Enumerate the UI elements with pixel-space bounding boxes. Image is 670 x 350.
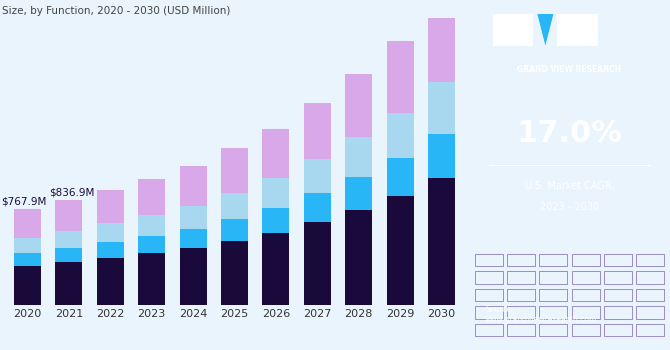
Bar bbox=[56, 248, 82, 262]
Bar bbox=[96, 223, 124, 242]
Bar bbox=[138, 215, 165, 236]
Bar bbox=[263, 178, 289, 208]
Bar bbox=[345, 210, 373, 304]
Bar bbox=[428, 178, 455, 304]
Bar bbox=[221, 193, 248, 219]
Bar bbox=[304, 159, 331, 194]
Bar bbox=[387, 196, 413, 304]
Legend: Pick & Place, Palletizing & De-palletizing, Transportation, Packaging: Pick & Place, Palletizing & De-palletizi… bbox=[24, 347, 399, 350]
Bar bbox=[221, 241, 248, 304]
Bar bbox=[138, 253, 165, 304]
Text: $767.9M: $767.9M bbox=[1, 196, 47, 206]
Bar bbox=[180, 229, 206, 248]
Bar bbox=[138, 236, 165, 253]
Bar bbox=[221, 219, 248, 241]
Bar bbox=[14, 266, 41, 304]
Bar bbox=[14, 253, 41, 266]
Bar bbox=[96, 190, 124, 223]
Bar bbox=[304, 103, 331, 159]
Polygon shape bbox=[537, 14, 553, 46]
Bar bbox=[345, 137, 373, 177]
Bar bbox=[428, 82, 455, 134]
Bar bbox=[180, 166, 206, 206]
Bar bbox=[56, 262, 82, 304]
Bar bbox=[263, 208, 289, 233]
Text: Source:
www.grandviewresearch.com: Source: www.grandviewresearch.com bbox=[485, 304, 598, 324]
Bar bbox=[387, 41, 413, 113]
Text: $836.9M: $836.9M bbox=[50, 188, 95, 198]
Bar bbox=[263, 128, 289, 178]
Bar bbox=[138, 179, 165, 215]
Bar bbox=[56, 200, 82, 231]
Bar bbox=[180, 248, 206, 304]
Text: Size, by Function, 2020 - 2030 (USD Million): Size, by Function, 2020 - 2030 (USD Mill… bbox=[2, 6, 230, 16]
Bar bbox=[221, 148, 248, 193]
FancyBboxPatch shape bbox=[557, 14, 598, 46]
Bar bbox=[345, 177, 373, 210]
Text: U.S. Market CAGR,: U.S. Market CAGR, bbox=[525, 181, 614, 190]
Bar bbox=[345, 74, 373, 137]
Bar bbox=[387, 158, 413, 196]
Text: 17.0%: 17.0% bbox=[517, 119, 622, 147]
Bar bbox=[180, 206, 206, 229]
Bar bbox=[304, 222, 331, 304]
Bar bbox=[14, 209, 41, 238]
Bar bbox=[304, 194, 331, 222]
Text: GRAND VIEW RESEARCH: GRAND VIEW RESEARCH bbox=[517, 65, 622, 75]
Bar bbox=[96, 258, 124, 304]
Bar bbox=[387, 113, 413, 158]
FancyBboxPatch shape bbox=[493, 14, 533, 46]
Bar bbox=[428, 134, 455, 178]
Bar bbox=[96, 242, 124, 258]
Text: 2023 - 2030: 2023 - 2030 bbox=[540, 202, 599, 211]
Bar bbox=[428, 0, 455, 82]
Bar bbox=[263, 233, 289, 304]
Bar bbox=[14, 238, 41, 253]
Bar bbox=[56, 231, 82, 248]
